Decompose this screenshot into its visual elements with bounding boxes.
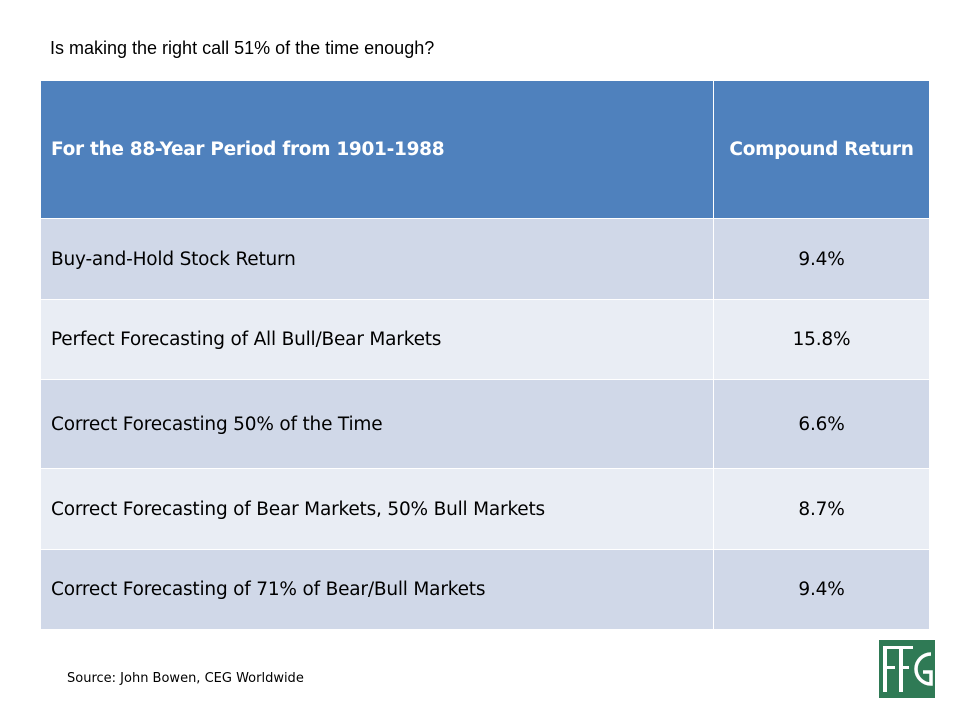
row-label: Buy-and-Hold Stock Return bbox=[40, 218, 714, 300]
ffg-logo-icon bbox=[879, 640, 935, 698]
row-value: 9.4% bbox=[713, 549, 930, 630]
table-header-row: For the 88-Year Period from 1901-1988 Co… bbox=[40, 80, 930, 219]
source-note: Source: John Bowen, CEG Worldwide bbox=[67, 671, 304, 686]
row-value: 6.6% bbox=[713, 379, 930, 469]
slide-title: Is making the right call 51% of the time… bbox=[50, 38, 435, 58]
row-value: 8.7% bbox=[713, 468, 930, 550]
row-value: 15.8% bbox=[713, 299, 930, 380]
header-period: For the 88-Year Period from 1901-1988 bbox=[40, 80, 714, 219]
table-row: Correct Forecasting 50% of the Time 6.6% bbox=[40, 379, 930, 469]
row-label: Correct Forecasting of Bear Markets, 50%… bbox=[40, 468, 714, 550]
row-label: Correct Forecasting of 71% of Bear/Bull … bbox=[40, 549, 714, 630]
table-row: Correct Forecasting of 71% of Bear/Bull … bbox=[40, 549, 930, 630]
table-row: Perfect Forecasting of All Bull/Bear Mar… bbox=[40, 299, 930, 380]
header-compound-return: Compound Return bbox=[713, 80, 930, 219]
table-row: Buy-and-Hold Stock Return 9.4% bbox=[40, 218, 930, 300]
row-value: 9.4% bbox=[713, 218, 930, 300]
company-logo bbox=[879, 640, 935, 698]
row-label: Correct Forecasting 50% of the Time bbox=[40, 379, 714, 469]
row-label: Perfect Forecasting of All Bull/Bear Mar… bbox=[40, 299, 714, 380]
compound-return-table: For the 88-Year Period from 1901-1988 Co… bbox=[40, 80, 930, 630]
table-row: Correct Forecasting of Bear Markets, 50%… bbox=[40, 468, 930, 550]
